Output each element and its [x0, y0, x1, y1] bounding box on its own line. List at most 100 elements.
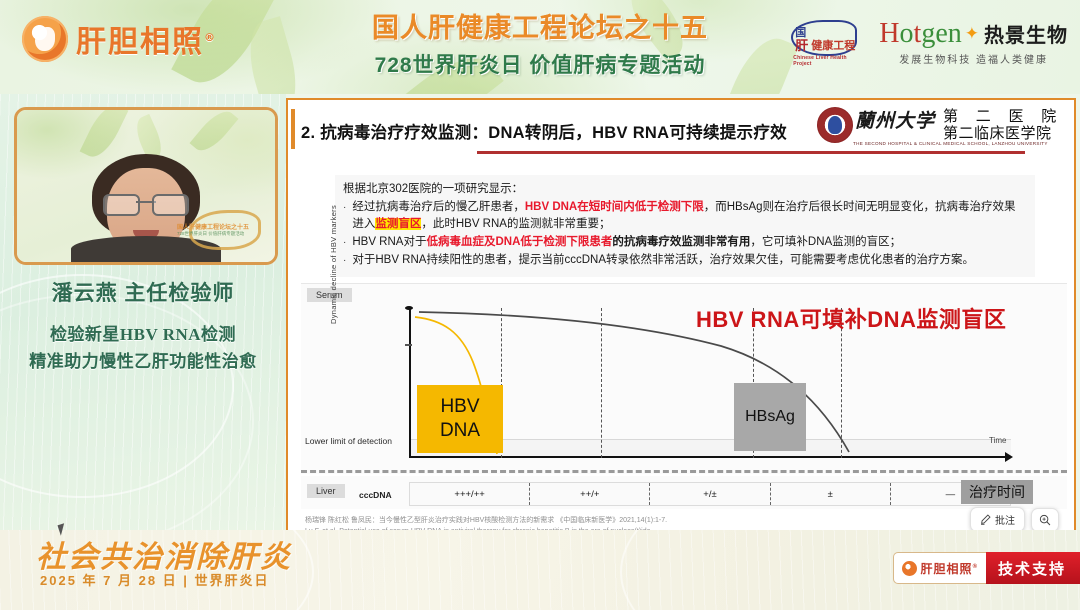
annotate-button[interactable]: 批注 [970, 507, 1025, 532]
chart-x-axis-arrow-icon [1005, 452, 1013, 462]
hbv-dna-series-label: HBV DNA [417, 385, 503, 453]
bullet-text: 经过抗病毒治疗后的慢乙肝患者，HBV DNA在短时间内低于检测下限，而HBsAg… [352, 199, 1027, 233]
video-watermark: 国人肝健康工程论坛之十五 728世界肝炎日 价值肝病专题活动 [175, 210, 269, 254]
banner-title-line2: 728世界肝炎日 价值肝病专题活动 [374, 54, 706, 77]
hotgen-logo: Hotgen ✦ 热景生物 发展生物科技 造福人类健康 [879, 17, 1068, 66]
chart-detection-line [411, 439, 1011, 440]
bullet-text-span: 对于HBV RNA持续阳性的患者，提示当前cccDNA转录依然非常活跃，治疗效果… [352, 254, 974, 266]
bullet-text-span: HBV RNA对于 [352, 236, 427, 248]
speaker-name: 潘云燕 主任检验师 [51, 282, 235, 305]
cccdna-cell: +++/++ [410, 483, 531, 505]
speaker-topic-line1: 检验新星HBV RNA检测 [49, 325, 237, 344]
annotate-button-label: 批注 [995, 516, 1015, 527]
university-row2: 第二临床医学院 [943, 126, 1052, 142]
chart-treatment-time-overlay: 治疗时间 [961, 480, 1033, 504]
bullet-text: HBV RNA对于低病毒血症及DNA低于检测下限患者的抗病毒疗效监测非常有用，它… [352, 234, 1027, 251]
banner-title-line1: 国人肝健康工程论坛之十五 [330, 12, 750, 44]
technical-support-badge: 肝胆相照® 技术支持 [892, 552, 1080, 584]
slide-content: 2. 抗病毒治疗疗效监测：DNA转阴后，HBV RNA可持续提示疗效 蘭州大学 … [291, 103, 1071, 555]
hotgen-letter-h: H [879, 17, 900, 49]
bullet-text-span: ，而HBsAg则在治疗后很长时间无明显变化，抗病毒治疗效果进入 [352, 201, 1016, 230]
chart-red-annotation: HBV RNA可填补DNA监测盲区 [696, 307, 1007, 332]
clhp-char-3: 肝 [795, 38, 809, 53]
hbv-dna-label-line2: DNA [439, 420, 481, 441]
swirl-decoration-icon [620, 530, 1080, 610]
glasses-icon [103, 194, 189, 216]
speaker-panel: 国人肝健康工程论坛之十五 728世界肝炎日 价值肝病专题活动 潘云燕 主任检验师… [0, 94, 286, 530]
brand-name: 肝胆相照® [76, 17, 217, 61]
chart-serum-liver-separator [301, 470, 1067, 473]
bullet-text-span: 经过抗病毒治疗后的慢乙肝患者， [352, 201, 525, 213]
chart-lower-limit-label: Lower limit of detection [305, 436, 392, 446]
zoom-button[interactable] [1031, 507, 1059, 532]
chart-x-axis-label: Time [989, 436, 1007, 445]
hotgen-subtitle: 发展生物科技 造福人类健康 [899, 54, 1049, 66]
chart-phase-divider [601, 308, 602, 458]
hbsag-label-text: HBsAg [745, 408, 795, 425]
cccdna-value-row: +++/++ ++/+ +/± ± — [409, 482, 1011, 506]
chart-detection-band [411, 440, 1011, 456]
hotgen-chinese-name: 热景生物 [984, 25, 1068, 47]
university-name-cn: 蘭州大学 [855, 111, 936, 132]
event-date: 2025 年 7 月 28 日 | 世界肝炎日 [40, 573, 270, 588]
bullet-text-span: 的抗病毒疗效监测非常有用 [612, 236, 751, 248]
bullet-text-span: HBV DNA在短时间内低于检测下限 [524, 201, 704, 213]
bullet-marker-icon: · [343, 237, 347, 248]
clhp-char-1: 国 [795, 27, 807, 39]
hotgen-wordmark: Hotgen ✦ 热景生物 [879, 17, 1068, 49]
speaker-portrait [71, 154, 221, 262]
hotgen-letter-n: n [947, 17, 962, 49]
hbv-dna-label-line1: HBV [440, 396, 480, 417]
lanzhou-university-logo: 蘭州大学 第 二 医 院 第二临床医学院 THE SECOND HOSPITAL… [817, 105, 1067, 153]
banner-sponsor-logos: 国 肝 健康工程 Chinese Liver Health Project Ho… [787, 14, 1068, 70]
bullet-text-span: ，它可填补DNA监测的盲区； [750, 236, 902, 248]
top-banner: 肝胆相照® 国人肝健康工程论坛之十五 728世界肝炎日 价值肝病专题活动 国 肝… [0, 0, 1080, 94]
university-name-en: THE SECOND HOSPITAL & CLINICAL MEDICAL S… [853, 141, 1048, 146]
support-brand-text: 肝胆相照 [920, 561, 973, 576]
university-row1: 第 二 医 院 [943, 109, 1064, 125]
speaker-topic: 检验新星HBV RNA检测 精准助力慢性乙肝功能性治愈 [0, 321, 286, 375]
bottom-bar: 社会共治消除肝炎 2025 年 7 月 28 日 | 世界肝炎日 肝胆相照® 技… [0, 530, 1080, 610]
annotation-toolbar: 批注 [970, 507, 1059, 532]
glasses-right-lens [152, 194, 189, 216]
leaf-decoration-icon [189, 110, 239, 158]
chart-y-tick-mid [405, 344, 412, 346]
cccdna-row-label: cccDNA [359, 490, 392, 500]
clhp-english-name: Chinese Liver Health Project [793, 55, 847, 67]
slide-title: 2. 抗病毒治疗疗效监测：DNA转阴后，HBV RNA可持续提示疗效 [301, 124, 787, 142]
hotgen-letter-e: e [935, 17, 948, 49]
chinese-liver-health-project-logo: 国 肝 健康工程 Chinese Liver Health Project [787, 14, 865, 70]
watermark-line1: 国人肝健康工程论坛之十五 [177, 225, 250, 231]
bullet-text: 对于HBV RNA持续阳性的患者，提示当前cccDNA转录依然非常活跃，治疗效果… [352, 252, 1027, 269]
liver-outline-icon [791, 20, 858, 56]
body-bullet-item: · 经过抗病毒治疗后的慢乙肝患者，HBV DNA在短时间内低于检测下限，而HBsA… [343, 199, 1027, 233]
hbv-marker-decline-chart: Serum Dynamic decline of HBV markers Low… [301, 205, 1067, 509]
support-label: 技术支持 [985, 552, 1080, 584]
chart-y-tick-top [405, 306, 413, 310]
chart-phase-divider [841, 308, 842, 458]
glasses-bridge [136, 201, 156, 203]
cccdna-cell: +/± [650, 483, 771, 505]
glasses-left-lens [103, 194, 140, 216]
speaker-video[interactable]: 国人肝健康工程论坛之十五 728世界肝炎日 价值肝病专题活动 [14, 107, 278, 265]
cccdna-cell: — [945, 488, 956, 500]
hotgen-letter-g: g [921, 17, 936, 49]
speaker-mouth [133, 230, 159, 239]
university-seal-icon [817, 107, 853, 143]
watermark-liver-icon [189, 210, 261, 250]
chart-phase-divider [501, 308, 502, 458]
body-bullet-item: · 对于HBV RNA持续阳性的患者，提示当前cccDNA转录依然非常活跃，治疗效… [343, 252, 1027, 269]
chart-y-axis [409, 308, 411, 458]
hbsag-curve [418, 311, 850, 453]
slide-container[interactable]: 2. 抗病毒治疗疗效监测：DNA转阴后，HBV RNA可持续提示疗效 蘭州大学 … [286, 98, 1076, 560]
brand-name-text: 肝胆相照 [76, 25, 204, 60]
pencil-icon [981, 514, 991, 525]
hotgen-letter-t: t [913, 17, 922, 49]
bullet-marker-icon: · [343, 255, 347, 266]
watermark-line2: 728世界肝炎日 价值肝病专题活动 [177, 231, 245, 236]
citation-line1: 杨瑞锋 陈红松 鲁凤民：当今慢性乙型肝炎治疗实践对HBV核酸检测方法的新需求 《… [305, 517, 668, 524]
speaker-topic-line2: 精准助力慢性乙肝功能性治愈 [29, 352, 257, 371]
banner-title: 国人肝健康工程论坛之十五 728世界肝炎日 价值肝病专题活动 [330, 12, 750, 79]
bullet-text-span: 监测盲区 [375, 218, 422, 230]
magnifier-plus-icon [1039, 514, 1051, 525]
